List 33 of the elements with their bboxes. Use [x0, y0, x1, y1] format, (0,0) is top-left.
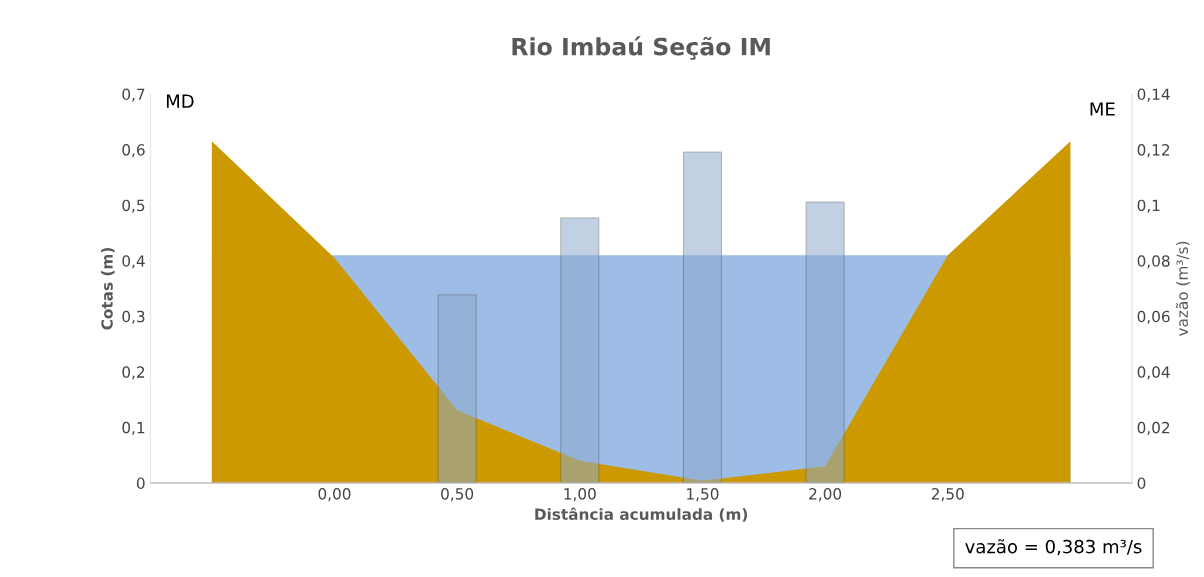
annotation: ME [1090, 102, 1115, 116]
y2-tick-label: 0,02 [1137, 421, 1170, 435]
bar [805, 201, 845, 483]
bar [560, 217, 600, 483]
y-tick-label: 0,4 [122, 255, 145, 269]
y-tick-label: 0,1 [122, 421, 145, 435]
x-tick-label: 1,50 [687, 488, 719, 502]
text: vazão = 0,383 m³/s [965, 539, 1142, 556]
y-tick-label: 0,7 [122, 88, 145, 102]
x-tick-label: 0,00 [318, 488, 351, 502]
x-tick-label: 1,00 [564, 488, 596, 502]
y2-tick-label: 0,1 [1137, 199, 1160, 213]
y-axis-title: Cotas (m) [101, 248, 115, 330]
y2-tick-label: 0,04 [1137, 366, 1170, 380]
y2-tick-label: 0,12 [1137, 144, 1170, 158]
x-tick-label: 2,00 [809, 488, 842, 502]
y-tick-label: 0,2 [122, 366, 145, 380]
x-tick-label: 0,50 [441, 488, 474, 502]
bar [437, 294, 477, 483]
bar [683, 151, 722, 483]
y-tick-label: 0,6 [122, 144, 145, 158]
y2-tick-label: 0,06 [1137, 310, 1170, 324]
x-tick-label: 2,50 [931, 488, 964, 502]
y-tick-label: 0,5 [122, 199, 145, 213]
y2-tick-label: 0,08 [1137, 255, 1170, 269]
y-tick-label: 0 [136, 477, 145, 489]
y2-tick-label: 0,14 [1137, 88, 1170, 102]
annotation: MD [166, 94, 194, 108]
chart-title: Rio Imbaú Seção IM [512, 36, 770, 60]
y2-axis-title: vazão (m³/s) [1175, 241, 1190, 337]
y2-tick-label: 0 [1137, 477, 1146, 489]
y-tick-label: 0,3 [122, 310, 145, 324]
x-axis-title: Distância acumulada (m) [535, 507, 748, 522]
